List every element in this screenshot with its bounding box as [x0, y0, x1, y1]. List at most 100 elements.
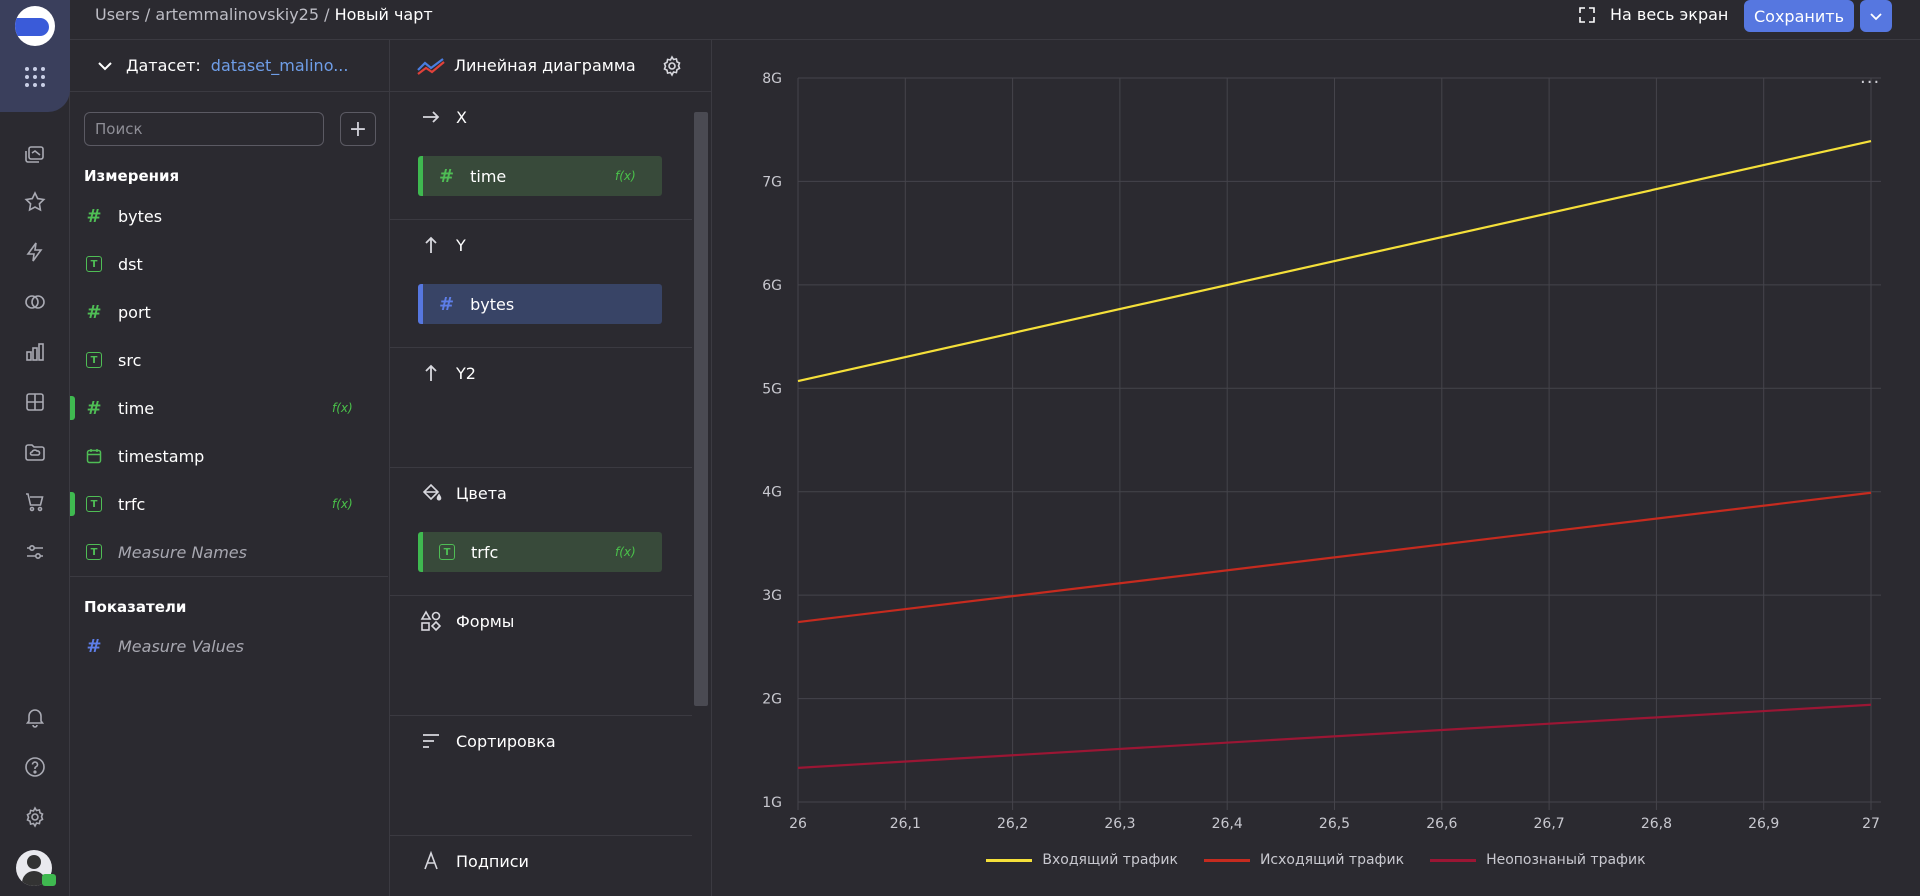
x-field-chip[interactable]: # time f(x): [418, 156, 662, 196]
section-y2: Y2: [390, 348, 692, 468]
chart-type-label: Линейная диаграмма: [454, 56, 636, 75]
legend-item[interactable]: Входящий трафик: [986, 852, 1178, 868]
dimension-item[interactable]: # bytes: [70, 198, 388, 234]
help-icon[interactable]: [23, 755, 47, 779]
favorites-star-icon[interactable]: [23, 190, 47, 214]
y-tick-label: 4G: [762, 485, 782, 501]
field-name: bytes: [118, 206, 163, 226]
formula-fx-icon[interactable]: f(x): [615, 169, 636, 183]
add-field-button[interactable]: +: [340, 112, 376, 146]
legend-item[interactable]: Неопознаный трафик: [1430, 852, 1646, 868]
folder-cloud-icon[interactable]: [23, 440, 47, 464]
x-tick-label: 27: [1862, 816, 1880, 832]
dashboards-icon[interactable]: [23, 390, 47, 414]
settings-sliders-icon[interactable]: [23, 540, 47, 564]
x-tick-label: 26,9: [1748, 816, 1779, 832]
save-button[interactable]: Сохранить: [1744, 0, 1854, 32]
breadcrumb-separator: /: [324, 5, 330, 24]
line-chart: 1G 2G 3G 4G 5G 6G 7G 8G 26 26,1 26,2 26,3 26,4 26,5 26…: [762, 71, 1881, 832]
legend-item[interactable]: Исходящий трафик: [1203, 852, 1404, 868]
y-tick-label: 6G: [762, 278, 782, 294]
y-tick-label: 7G: [762, 174, 782, 190]
y-tick-label: 1G: [762, 795, 782, 811]
settings-gear-icon[interactable]: [23, 805, 47, 829]
dimension-item[interactable]: T src: [70, 342, 388, 378]
y-field-chip[interactable]: # bytes: [418, 284, 662, 324]
dataset-selector[interactable]: Датасет: dataset_malino...: [70, 40, 390, 92]
x-tick-label: 26,6: [1426, 816, 1457, 832]
chart-config-panel: Линейная диаграмма X # time f(x) Y # byt…: [390, 40, 712, 896]
number-type-icon: #: [86, 301, 102, 323]
dimension-item[interactable]: timestamp: [70, 438, 388, 474]
marketplace-cart-icon[interactable]: [23, 490, 47, 514]
legend-label: Входящий трафик: [1042, 852, 1178, 868]
section-y2-label: Y2: [456, 363, 476, 383]
dataset-name-link[interactable]: dataset_malino...: [210, 56, 349, 75]
section-sort-label: Сортировка: [456, 731, 556, 751]
field-name: trfc: [118, 494, 146, 514]
x-tick-label: 26,4: [1212, 816, 1243, 832]
paint-bucket-icon: [422, 483, 442, 501]
dimension-item[interactable]: T trfc f(x): [70, 486, 388, 522]
series-line: [797, 491, 1872, 624]
connections-bolt-icon[interactable]: [23, 240, 47, 264]
labels-letter-icon: [424, 850, 438, 870]
fullscreen-button[interactable]: На весь экран: [1578, 5, 1728, 24]
panel-scrollbar[interactable]: [694, 112, 708, 706]
section-labels: Подписи: [390, 836, 692, 896]
chip-field-name: time: [470, 166, 507, 186]
formula-fx-icon[interactable]: f(x): [615, 545, 636, 559]
dimension-item[interactable]: T dst: [70, 246, 388, 282]
section-y-label: Y: [456, 235, 466, 255]
x-tick-label: 26,3: [1104, 816, 1135, 832]
y-tick-label: 3G: [762, 588, 782, 604]
breadcrumb-separator: /: [144, 5, 151, 24]
text-type-icon: T: [86, 352, 102, 368]
legend-label: Неопознаный трафик: [1486, 852, 1646, 868]
chip-field-name: trfc: [471, 542, 499, 562]
field-search-input[interactable]: [84, 112, 324, 146]
more-horizontal-icon[interactable]: ···: [1860, 72, 1881, 93]
collections-icon[interactable]: [23, 142, 47, 166]
breadcrumb-users[interactable]: Users: [95, 5, 140, 24]
chevron-down-icon[interactable]: [96, 57, 114, 75]
fullscreen-label: На весь экран: [1610, 5, 1729, 24]
notifications-bell-icon[interactable]: [23, 705, 47, 729]
dimension-item[interactable]: # port: [70, 294, 388, 330]
field-name: dst: [118, 254, 143, 274]
breadcrumb-current: Новый чарт: [334, 5, 433, 24]
x-tick-label: 26,5: [1319, 816, 1350, 832]
section-divider: [70, 576, 388, 577]
dimension-item[interactable]: # time f(x): [70, 390, 388, 426]
formula-fx-icon[interactable]: f(x): [332, 401, 353, 415]
user-avatar[interactable]: [16, 850, 52, 886]
text-type-icon: T: [86, 496, 102, 512]
fullscreen-icon: [1579, 6, 1595, 23]
chart-area: 1G 2G 3G 4G 5G 6G 7G 8G 26 26,1 26,2 26,3 26,4 26,5 26…: [712, 40, 1920, 896]
save-options-button[interactable]: [1860, 0, 1892, 32]
field-used-indicator: [70, 396, 75, 420]
charts-icon[interactable]: [23, 340, 47, 364]
colors-field-chip[interactable]: T trfc f(x): [418, 532, 662, 572]
field-name: port: [118, 302, 151, 322]
arrow-up-icon: [425, 236, 437, 253]
field-name: Measure Values: [118, 636, 244, 656]
text-type-icon: T: [439, 544, 455, 560]
sort-icon: [423, 734, 439, 748]
datalens-logo[interactable]: [15, 6, 55, 46]
breadcrumb-user[interactable]: artemmalinovskiy25: [155, 5, 320, 24]
measure-item[interactable]: # Measure Values: [70, 628, 388, 664]
section-shapes-label: Формы: [456, 611, 515, 631]
chart-type-selector[interactable]: Линейная диаграмма: [390, 40, 712, 92]
navigation-rail: [0, 0, 70, 896]
datasets-icon[interactable]: [23, 290, 47, 314]
y-tick-label: 5G: [762, 381, 782, 397]
measures-title: Показатели: [84, 598, 187, 616]
chart-settings-gear-icon[interactable]: [660, 54, 684, 78]
dimension-item[interactable]: T Measure Names: [70, 534, 388, 570]
formula-fx-icon[interactable]: f(x): [332, 497, 353, 511]
number-type-icon: #: [86, 635, 102, 657]
x-tick-label: 26,8: [1641, 816, 1672, 832]
apps-grid-icon[interactable]: [23, 65, 47, 89]
x-tick-label: 26,2: [997, 816, 1028, 832]
